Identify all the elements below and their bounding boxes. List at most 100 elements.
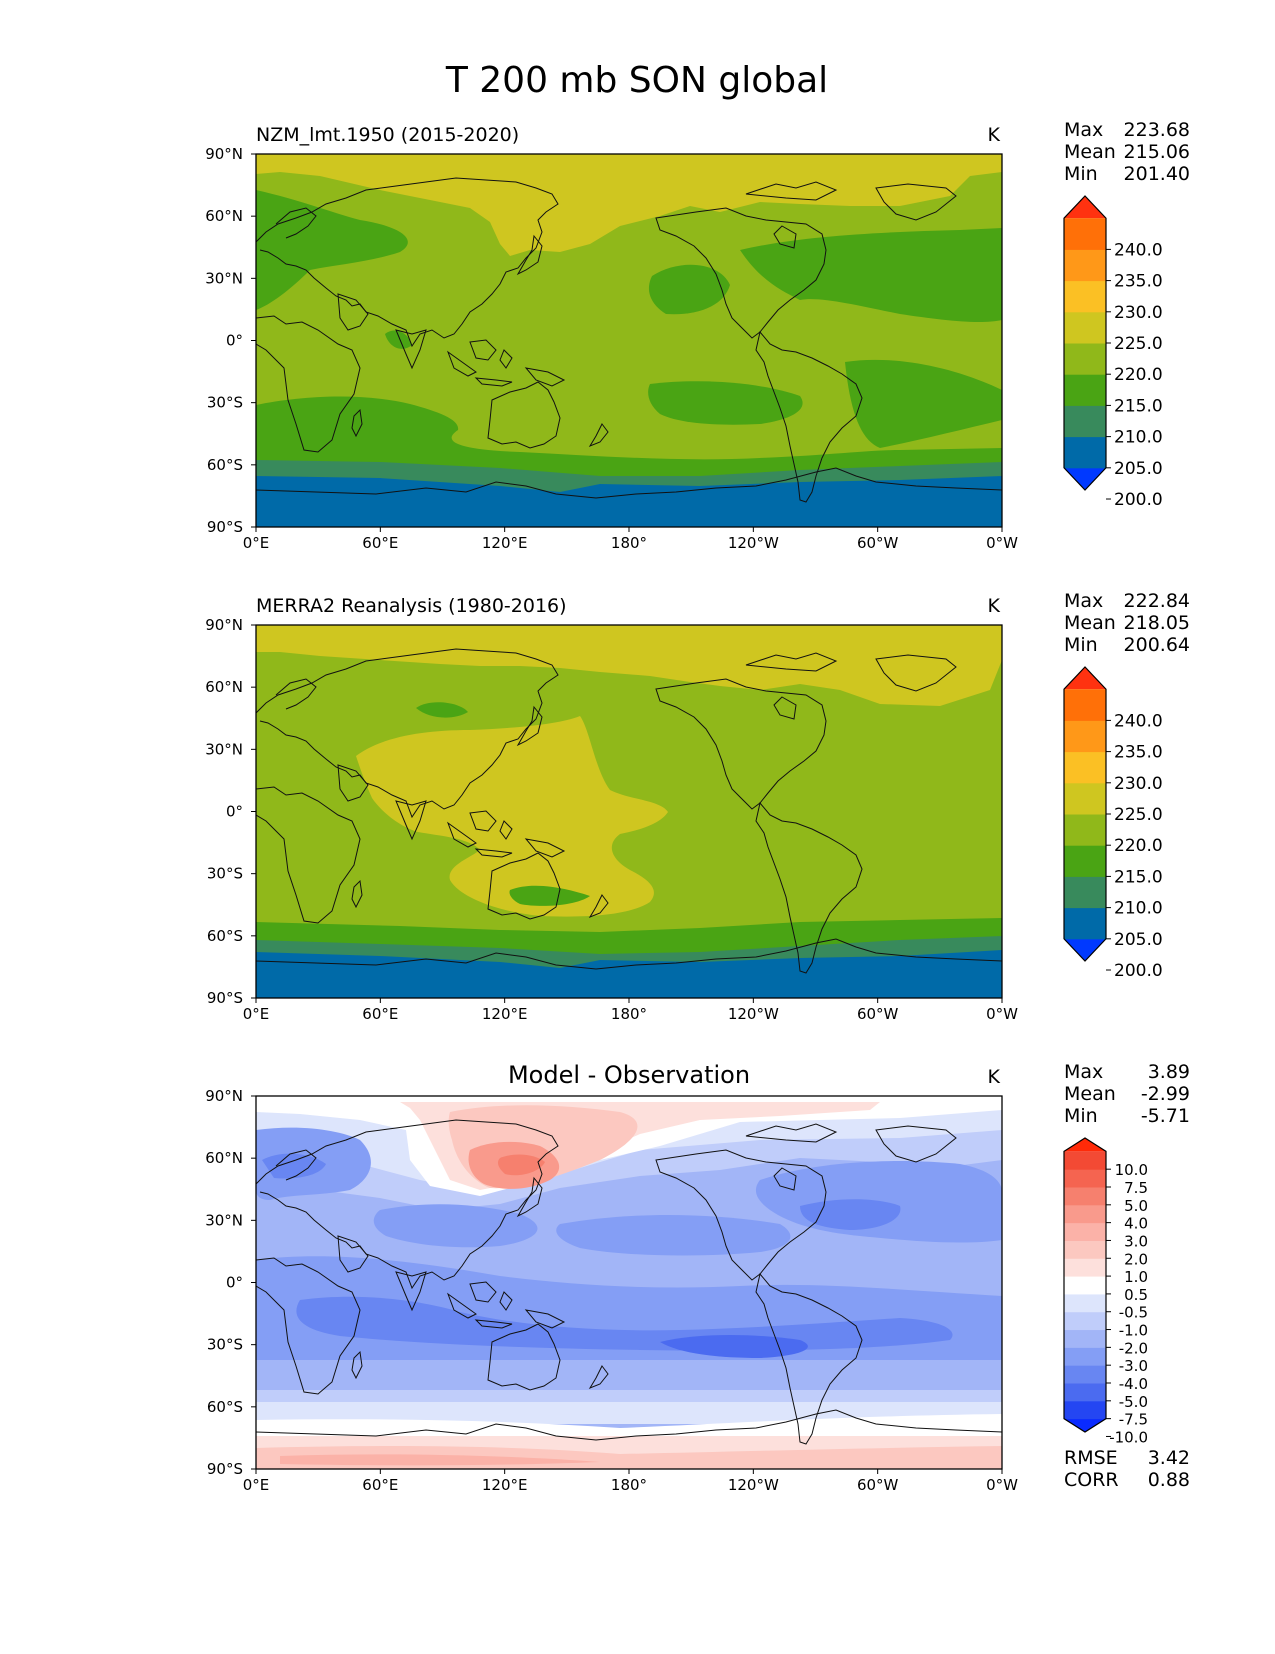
x-tick-label: 0°W [986,534,1018,552]
x-tick-label: 0°W [986,1005,1018,1023]
stat-value-min: 201.40 [1124,163,1190,185]
x-tick-label: 60°W [857,1005,899,1023]
y-tick-label: 90°N [205,145,243,163]
stat-label-mean: Mean [1064,1083,1116,1105]
colorbar-label: -2.0 [1119,1339,1148,1357]
colorbar-label: 235.0 [1114,743,1163,763]
panel-title: Model - Observation [508,1061,750,1089]
colorbar-segment [1064,1169,1106,1188]
y-tick-label: 90°N [205,616,243,634]
colorbar-extend-min [1064,1418,1106,1432]
x-tick-label: 0°W [986,1476,1018,1494]
colorbar-segment [1064,907,1106,940]
colorbar-extend-max [1064,1138,1106,1152]
x-tick-label: 180° [611,1476,647,1494]
y-tick-label: 60°N [205,207,243,225]
y-tick-label: 90°S [207,989,243,1007]
stats-box: Max 222.84 Mean 218.05 Min 200.64 [1064,590,1190,656]
stat-label-min: Min [1064,634,1098,656]
y-tick-label: 30°N [205,1211,243,1229]
colorbar-segment [1064,845,1106,877]
y-tick-label: 30°S [207,394,243,412]
colorbar-extend-min [1064,938,1106,961]
colorbar-label: -3.0 [1119,1357,1148,1375]
colorbar-segment [1064,1347,1106,1366]
colorbar-label: 210.0 [1114,428,1163,448]
stat-value-max: 222.84 [1124,590,1190,612]
units-label: K [988,595,1001,617]
y-tick-label: 90°S [207,518,243,536]
y-tick-label: 60°S [207,927,243,945]
colorbar-segment [1064,436,1106,469]
x-tick-label: 60°W [857,1476,899,1494]
axis-ticks: 0°E 60°E 120°E 180° 120°W 60°W 0°W 90°N 60°N 30°N… [205,145,1018,552]
y-tick-label: 0° [226,803,243,821]
y-tick-label: 60°N [205,1149,243,1167]
stat-value-corr: 0.88 [1148,1469,1190,1491]
colorbar-segment [1064,1204,1106,1224]
colorbar-segment [1064,1222,1106,1241]
y-tick-label: 30°S [207,1336,243,1354]
colorbar-label: 220.0 [1114,836,1163,856]
colorbar-label: 1.0 [1124,1268,1148,1286]
y-tick-label: 60°S [207,456,243,474]
x-tick-label: 120°E [482,1005,528,1023]
colorbar-segment [1064,1187,1106,1206]
colorbar-segment [1064,1400,1106,1420]
colorbar-label: 215.0 [1114,396,1163,416]
x-tick-label: 0°E [243,1476,270,1494]
colorbar-label: -1.0 [1119,1322,1148,1340]
stat-value-mean: -2.99 [1141,1083,1190,1105]
colorbar: 10.07.55.04.03.02.01.00.5-0.5-1.0-2.0-3.… [1063,1137,1148,1446]
colorbar-segment [1064,343,1106,375]
contour-field [256,1096,1002,1469]
colorbar-segment [1064,1151,1106,1170]
colorbar-extend-min [1064,467,1106,490]
figure-title: T 200 mb SON global [445,60,828,101]
stat-label-mean: Mean [1064,612,1116,634]
colorbar-label: -5.0 [1119,1393,1148,1411]
x-tick-label: 0°E [243,534,270,552]
colorbar-segment [1064,1293,1106,1313]
units-label: K [988,124,1001,146]
stat-label-max: Max [1064,1061,1103,1083]
contour-field [256,625,1002,998]
colorbar: 240.0 235.0 230.0 225.0 220.0 215.0 210.0 205.0… [1063,666,1163,981]
x-tick-label: 120°E [482,534,528,552]
colorbar-label: -7.5 [1119,1411,1148,1429]
colorbar-segment [1064,280,1106,313]
panel-title: MERRA2 Reanalysis (1980-2016) [256,595,567,617]
y-tick-label: 30°S [207,865,243,883]
colorbar-segment [1064,249,1106,282]
y-tick-label: 60°S [207,1398,243,1416]
stat-value-rmse: 3.42 [1148,1447,1190,1469]
colorbar-label: 205.0 [1114,459,1163,479]
colorbar-label: 0.5 [1124,1286,1148,1304]
colorbar-segment [1064,1258,1106,1277]
colorbar-label: 210.0 [1114,899,1163,919]
colorbar-label: 220.0 [1114,365,1163,385]
colorbar-extend-max [1064,196,1106,219]
x-tick-label: 120°E [482,1476,528,1494]
colorbar-segment [1064,218,1106,250]
colorbar-label: 5.0 [1124,1197,1148,1215]
colorbar-segment [1064,311,1106,344]
y-tick-label: 30°N [205,740,243,758]
colorbar-segment [1064,1311,1106,1331]
x-tick-label: 60°E [362,534,398,552]
colorbar-segment [1064,876,1106,909]
colorbar-label: 7.5 [1124,1179,1148,1197]
colorbar-label: 235.0 [1114,272,1163,292]
x-tick-label: 60°W [857,534,899,552]
axis-ticks: 0°E 60°E 120°E 180° 120°W 60°W 0°W 90°N 60°N 30°N… [205,616,1018,1023]
colorbar: 240.0 235.0 230.0 225.0 220.0 215.0 210.0 205.0… [1063,195,1163,510]
units-label: K [988,1066,1001,1088]
contour-field [256,154,1002,527]
stats-box: Max 223.68 Mean 215.06 Min 201.40 [1064,119,1190,185]
colorbar-label: 215.0 [1114,867,1163,887]
stat-label-min: Min [1064,1105,1098,1127]
x-tick-label: 60°E [362,1476,398,1494]
x-tick-label: 120°W [728,534,779,552]
colorbar-label: 240.0 [1114,240,1163,260]
colorbar-label: -4.0 [1119,1375,1148,1393]
